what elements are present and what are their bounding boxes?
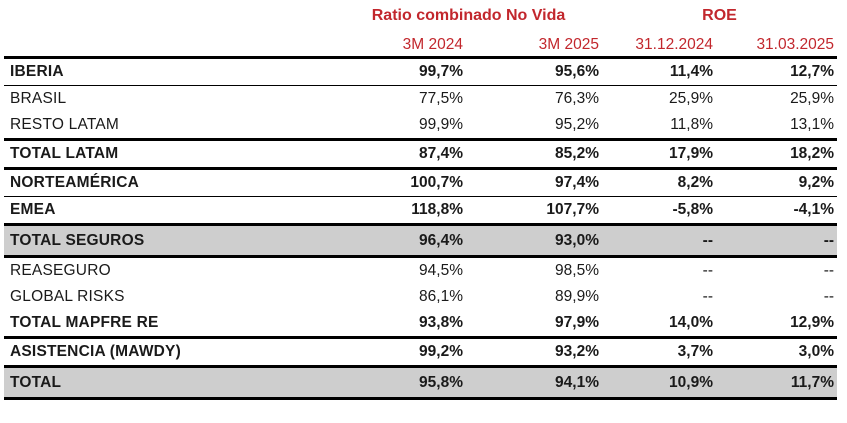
cell-value: 25,9% <box>669 90 713 107</box>
table-header: Ratio combinado No Vida ROE 3M 2024 3M 2… <box>4 2 838 59</box>
row-label: TOTAL MAPFRE RE <box>4 310 335 339</box>
table-row: TOTAL SEGUROS 96,4% 93,0% -- -- <box>4 224 838 258</box>
table-row: IBERIA 99,7% 95,6% 11,4% 12,7% <box>4 57 838 86</box>
row-label: TOTAL <box>4 366 335 400</box>
cell-value: 25,9% <box>790 90 835 107</box>
row-label: TOTAL SEGUROS <box>4 224 335 258</box>
column-header-31-12-2024: 31.12.2024 <box>602 30 716 59</box>
cell-value: -- <box>716 224 838 258</box>
cell-value: 95,2% <box>466 112 602 141</box>
cell-value: 99,2% <box>335 337 466 368</box>
cell-value: -5,8% <box>602 196 716 226</box>
cell-value: 99,9% <box>335 112 466 141</box>
row-label: BRASIL <box>10 90 67 107</box>
table-row: GLOBAL RISKS 86,1% 89,9% -- -- <box>4 284 837 310</box>
row-label: RESTO LATAM <box>4 112 335 141</box>
cell-value: -4,1% <box>716 196 838 226</box>
cell-value: 100,7% <box>335 168 466 197</box>
header-group-row: Ratio combinado No Vida ROE <box>4 2 837 30</box>
cell-value: 97,4% <box>466 168 602 197</box>
cell-value: 85,2% <box>466 139 602 170</box>
table-row: REASEGURO 94,5% 98,5% -- -- <box>4 257 837 285</box>
row-label: ASISTENCIA (MAWDY) <box>4 337 335 368</box>
cell-value: 10,9% <box>602 366 716 400</box>
cell-value: 77,5% <box>419 90 463 107</box>
cell-value: 11,8% <box>602 112 716 141</box>
cell-value: 12,9% <box>716 310 838 339</box>
table-row: RESTO LATAM 99,9% 95,2% 11,8% 13,1% <box>4 112 838 141</box>
row-label: REASEGURO <box>10 262 111 279</box>
column-header-3m-2024: 3M 2024 <box>335 30 466 59</box>
cell-value: 11,7% <box>716 366 838 400</box>
cell-value: -- <box>702 288 713 305</box>
cell-value: 13,1% <box>716 112 838 141</box>
cell-value: 18,2% <box>716 139 838 170</box>
cell-value: 107,7% <box>466 196 602 226</box>
cell-value: 9,2% <box>716 168 838 197</box>
cell-value: 14,0% <box>602 310 716 339</box>
column-group-combined-ratio: Ratio combinado No Vida <box>371 7 566 24</box>
cell-value: 94,1% <box>466 366 602 400</box>
cell-value: 3,0% <box>716 337 838 368</box>
cell-value: 76,3% <box>555 90 599 107</box>
table-row: BRASIL 77,5% 76,3% 25,9% 25,9% <box>4 86 837 113</box>
cell-value: 86,1% <box>419 288 463 305</box>
header-empty-cell <box>4 30 335 59</box>
header-columns-row: 3M 2024 3M 2025 31.12.2024 31.03.2025 <box>4 30 838 59</box>
table-row: TOTAL LATAM 87,4% 85,2% 17,9% 18,2% <box>4 139 838 170</box>
cell-value: -- <box>823 288 835 305</box>
cell-value: 93,2% <box>466 337 602 368</box>
cell-value: 94,5% <box>419 262 463 279</box>
cell-value: -- <box>823 262 835 279</box>
cell-value: 8,2% <box>602 168 716 197</box>
cell-value: -- <box>602 224 716 258</box>
column-group-roe: ROE <box>702 7 737 24</box>
cell-value: -- <box>702 262 713 279</box>
cell-value: 95,6% <box>466 57 602 86</box>
table-row: NORTEAMÉRICA 100,7% 97,4% 8,2% 9,2% <box>4 168 838 197</box>
table-row: TOTAL 95,8% 94,1% 10,9% 11,7% <box>4 366 838 400</box>
cell-value: 93,0% <box>466 224 602 258</box>
cell-value: 95,8% <box>335 366 466 400</box>
cell-value: 12,7% <box>716 57 838 86</box>
row-label: TOTAL LATAM <box>4 139 335 170</box>
cell-value: 87,4% <box>335 139 466 170</box>
cell-value: 118,8% <box>335 196 466 226</box>
cell-value: 98,5% <box>555 262 599 279</box>
cell-value: 11,4% <box>602 57 716 86</box>
column-header-3m-2025: 3M 2025 <box>466 30 602 59</box>
cell-value: 97,9% <box>466 310 602 339</box>
table-body: IBERIA 99,7% 95,6% 11,4% 12,7% BRASIL 77,5% 76,… <box>4 57 838 400</box>
row-label: NORTEAMÉRICA <box>4 168 335 197</box>
row-label: GLOBAL RISKS <box>10 288 125 305</box>
table-row: EMEA 118,8% 107,7% -5,8% -4,1% <box>4 196 838 226</box>
row-label: EMEA <box>4 196 335 226</box>
table-row: ASISTENCIA (MAWDY) 99,2% 93,2% 3,7% 3,0% <box>4 337 838 368</box>
cell-value: 99,7% <box>335 57 466 86</box>
column-header-31-03-2025: 31.03.2025 <box>716 30 838 59</box>
combined-ratio-roe-table: Ratio combinado No Vida ROE 3M 2024 3M 2… <box>4 2 838 400</box>
cell-value: 3,7% <box>602 337 716 368</box>
cell-value: 96,4% <box>335 224 466 258</box>
row-label: IBERIA <box>4 57 335 86</box>
cell-value: 93,8% <box>335 310 466 339</box>
header-empty-cell <box>4 2 335 30</box>
cell-value: 17,9% <box>602 139 716 170</box>
cell-value: 89,9% <box>555 288 599 305</box>
table-row: TOTAL MAPFRE RE 93,8% 97,9% 14,0% 12,9% <box>4 310 838 339</box>
